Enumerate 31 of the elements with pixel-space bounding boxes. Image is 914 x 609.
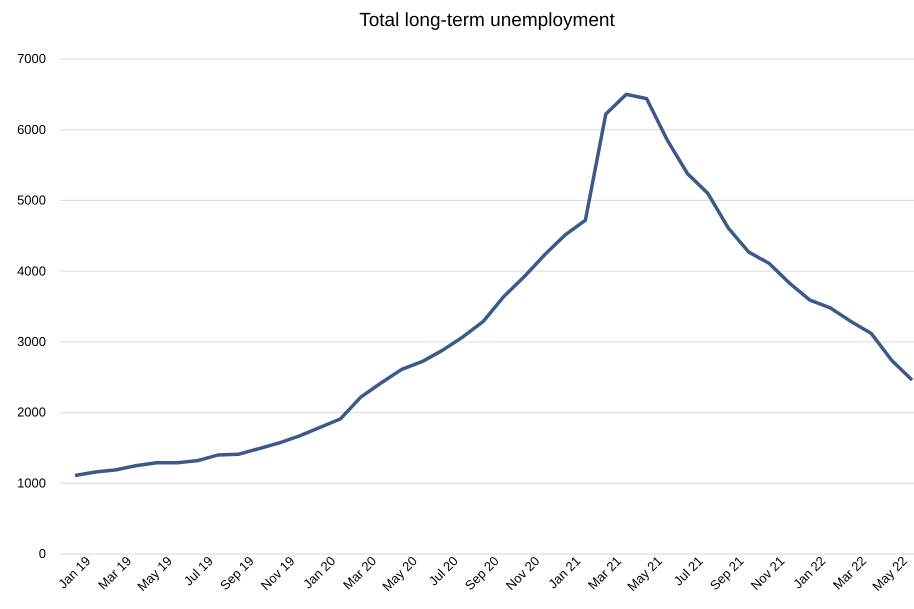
x-tick-label: Jan 22	[790, 553, 828, 592]
x-tick-label: Mar 19	[94, 553, 134, 593]
x-tick-label: Sep 19	[216, 553, 257, 594]
y-tick-label: 4000	[17, 263, 46, 278]
y-tick-label: 3000	[17, 334, 46, 350]
x-tick-label: May 21	[624, 553, 665, 594]
y-tick-label: 6000	[17, 122, 46, 137]
x-tick-label: May 22	[869, 553, 910, 594]
line-series	[73, 92, 914, 478]
x-tick-label: Jul 20	[426, 553, 461, 588]
y-tick-label: 7000	[17, 51, 46, 66]
x-tick-label: Jul 19	[180, 553, 216, 588]
x-tick-label: Jan 19	[55, 553, 94, 592]
x-tick-label: Nov 19	[258, 553, 298, 594]
chart-title: Total long-term unemployment	[359, 10, 616, 31]
y-tick-label: 0	[38, 546, 46, 562]
y-tick-label: 2000	[17, 404, 46, 420]
x-tick-label: Mar 20	[340, 553, 380, 593]
x-tick-label: Sep 20	[462, 553, 502, 594]
x-tick-label: Jan 20	[300, 553, 338, 592]
x-tick-label: Jul 21	[670, 553, 706, 588]
x-tick-label: Mar 21	[584, 553, 624, 593]
x-tick-label: Mar 22	[830, 553, 870, 593]
x-tick-label: Nov 21	[748, 553, 788, 594]
x-tick-label: Nov 20	[502, 553, 543, 594]
y-tick-label: 5000	[17, 192, 46, 208]
x-tick-label: Sep 21	[706, 553, 747, 594]
x-tick-label: Jan 21	[545, 553, 584, 592]
x-tick-label: May 20	[379, 553, 420, 594]
y-tick-label: 1000	[17, 475, 46, 490]
x-tick-label: May 19	[134, 553, 176, 594]
